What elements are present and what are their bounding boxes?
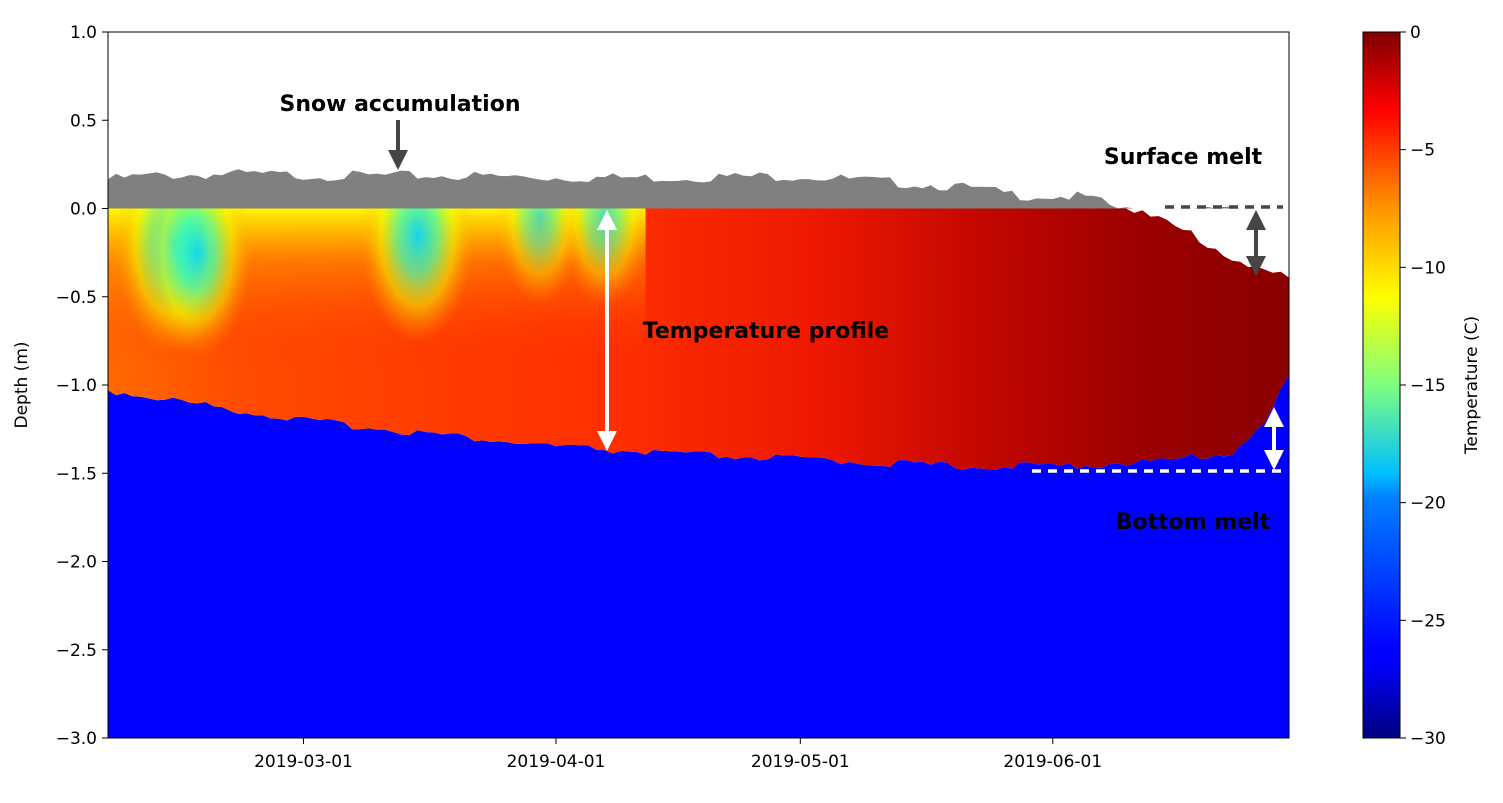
- x-tick-label: 2019-03-01: [254, 752, 353, 772]
- colorbar-tick-label: −20: [1410, 494, 1446, 514]
- y-axis: 1.0 0.5 0.0 −0.5 −1.0 −1.5 −2.0 −2.5 −3.0: [56, 23, 108, 749]
- x-tick-label: 2019-06-01: [1003, 752, 1102, 772]
- annotation-temperature-profile: Temperature profile: [643, 319, 889, 344]
- annotations: Snow accumulation Surface melt Temperatu…: [279, 92, 1285, 535]
- x-tick-label: 2019-05-01: [751, 752, 850, 772]
- cold-episode-3: [497, 208, 583, 306]
- y-tick-label: −2.5: [56, 641, 97, 661]
- colorbar-tick-label: −15: [1410, 376, 1446, 396]
- plot-area: [108, 32, 1289, 738]
- colorbar-tick-label: −10: [1410, 258, 1446, 278]
- annotation-surface-melt: Surface melt: [1104, 145, 1263, 170]
- colorbar-label: Temperature (C): [1462, 316, 1482, 455]
- x-tick-label: 2019-04-01: [507, 752, 606, 772]
- colorbar-tick-label: −5: [1410, 141, 1435, 161]
- cold-episode-1: [143, 208, 252, 357]
- colorbar-tick-label: −30: [1410, 729, 1446, 749]
- y-tick-label: −2.0: [56, 553, 97, 573]
- y-axis-label: Depth (m): [12, 341, 32, 428]
- y-tick-label: −1.0: [56, 376, 97, 396]
- colorbar-tick-label: −25: [1410, 611, 1446, 631]
- annotation-snow-accumulation: Snow accumulation: [279, 92, 520, 117]
- colorbar: [1362, 31, 1401, 739]
- colorbar-tick-label: 0: [1410, 23, 1421, 43]
- y-tick-label: −1.5: [56, 464, 97, 484]
- y-tick-label: −3.0: [56, 729, 97, 749]
- ice-temperature-overlays: [108, 208, 649, 368]
- y-tick-label: 0.0: [70, 200, 97, 220]
- y-tick-label: 1.0: [70, 23, 97, 43]
- y-tick-label: 0.5: [70, 111, 97, 131]
- colorbar-ticks: 0 −5 −10 −15 −20 −25 −30: [1400, 23, 1446, 749]
- cold-episode-2: [360, 208, 475, 343]
- snow-layer: [108, 169, 1289, 209]
- ocean-region: [108, 375, 1289, 738]
- annotation-bottom-melt: Bottom melt: [1116, 510, 1271, 535]
- y-tick-label: −0.5: [56, 288, 97, 308]
- x-axis: 2019-03-01 2019-04-01 2019-05-01 2019-06-01: [254, 738, 1102, 772]
